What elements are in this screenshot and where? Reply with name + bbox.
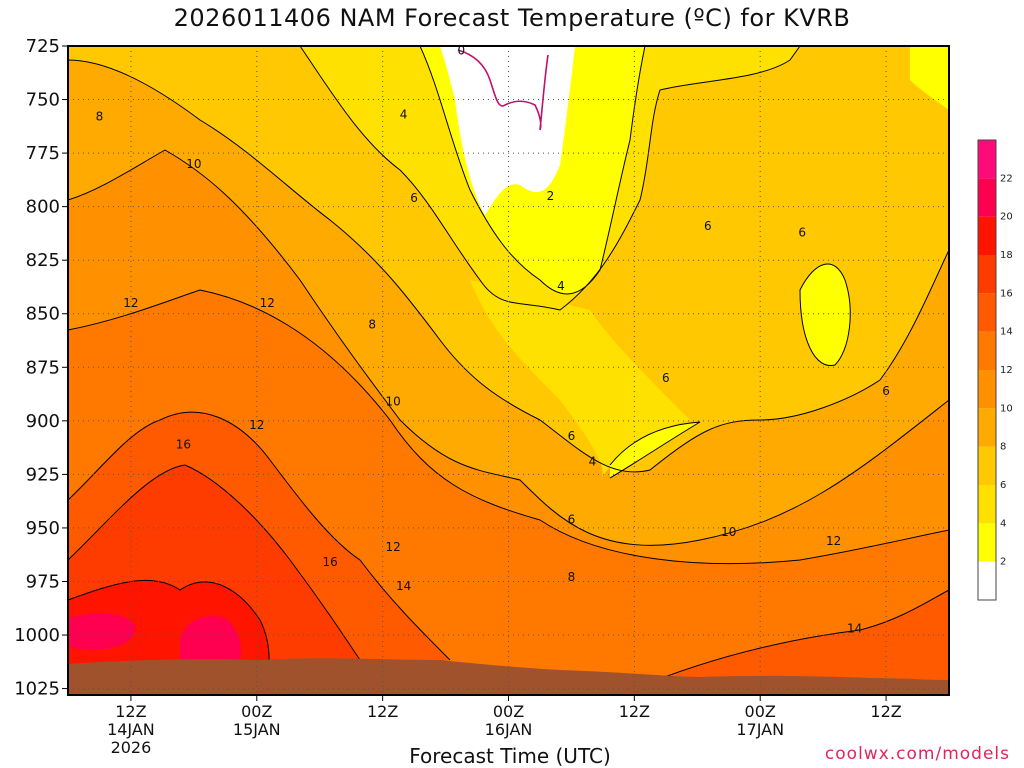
contour-label: 6 — [568, 429, 576, 443]
contour-label: 6 — [798, 225, 806, 239]
contour-label: 16 — [176, 437, 191, 451]
colorbar-swatch — [978, 140, 996, 179]
colorbar-tick-label: 22 — [1000, 173, 1013, 184]
contour-label: 10 — [186, 157, 201, 171]
contour-label: 4 — [400, 108, 408, 122]
contour-label: 12 — [385, 540, 400, 554]
y-tick-label: 800 — [26, 197, 60, 218]
zero-contour — [457, 49, 549, 131]
contour-label: 14 — [396, 579, 411, 593]
y-tick-label: 775 — [26, 143, 60, 164]
contour-label: 4 — [557, 279, 565, 293]
x-tick-label: 14JAN — [107, 720, 155, 739]
temperature-field — [68, 46, 949, 695]
x-tick-label: 16JAN — [485, 720, 533, 739]
colorbar-swatch — [978, 331, 996, 370]
y-tick-label: 950 — [26, 518, 60, 539]
x-tick-label: 2026 — [111, 738, 152, 757]
site-credit: coolwx.com/models — [824, 744, 1010, 764]
contour-label: 6 — [568, 512, 576, 526]
colorbar-swatch — [978, 485, 996, 524]
colorbar-swatch — [978, 255, 996, 294]
colorbar-tick-label: 10 — [1000, 403, 1013, 414]
band-20-22-b — [180, 616, 242, 665]
colorbar-tick-label: 2 — [1000, 557, 1006, 568]
y-tick-label: 1000 — [14, 625, 60, 646]
x-tick-label: 17JAN — [736, 720, 784, 739]
contour-label: 12 — [123, 296, 138, 310]
x-tick-label: 00Z — [745, 702, 776, 721]
contour-label: 6 — [662, 371, 670, 385]
band-4-6-b — [470, 280, 690, 480]
colorbar-tick-label: 4 — [1000, 518, 1006, 529]
contour-label: 10 — [385, 395, 400, 409]
contour-label: 12 — [249, 418, 264, 432]
colorbar-tick-label: 14 — [1000, 327, 1013, 338]
colorbar-swatch — [978, 446, 996, 485]
contour-lines — [68, 46, 949, 695]
contour-label: 0 — [457, 43, 465, 57]
chart-title: 2026011406 NAM Forecast Temperature (ºC)… — [173, 4, 851, 32]
y-tick-label: 925 — [26, 464, 60, 485]
gridlines — [68, 46, 949, 695]
x-axis-label: Forecast Time (UTC) — [409, 744, 611, 768]
colorbar-frame — [977, 139, 997, 601]
contour-label: 6 — [882, 384, 890, 398]
contour-label: 8 — [96, 110, 104, 124]
colorbar-swatch — [978, 370, 996, 409]
band-2-4-c — [800, 263, 851, 366]
x-tick-label: 15JAN — [233, 720, 281, 739]
x-tick-label: 12Z — [367, 702, 398, 721]
colorbar-swatch — [978, 293, 996, 332]
contour-label: 16 — [323, 555, 338, 569]
y-tick-label: 725 — [26, 36, 60, 57]
x-tick-label: 00Z — [241, 702, 272, 721]
y-tick-label: 850 — [26, 304, 60, 325]
contour-label: 12 — [826, 534, 841, 548]
contour-label: 10 — [721, 525, 736, 539]
colorbar-swatch — [978, 561, 996, 600]
colorbar-tick-label: 6 — [1000, 480, 1006, 491]
colorbar-tick-label: 16 — [1000, 288, 1013, 299]
contour-label: 14 — [847, 622, 862, 636]
x-tick-label: 12Z — [115, 702, 146, 721]
colorbar-tick-label: 12 — [1000, 365, 1013, 376]
colorbar-swatch — [978, 523, 996, 562]
x-tick-label: 12Z — [870, 702, 901, 721]
colorbar-tick-label: 18 — [1000, 250, 1013, 261]
contour-label: 6 — [410, 191, 418, 205]
contour-label: 12 — [260, 296, 275, 310]
colorbar-swatch — [978, 408, 996, 447]
colorbar-swatch — [978, 178, 996, 217]
contour-label: 8 — [568, 570, 576, 584]
y-tick-label: 875 — [26, 357, 60, 378]
y-tick-label: 900 — [26, 411, 60, 432]
contour-label: 6 — [704, 219, 712, 233]
y-tick-label: 975 — [26, 571, 60, 592]
x-tick-label: 12Z — [619, 702, 650, 721]
band-0-2 — [440, 46, 575, 215]
colorbar-tick-label: 8 — [1000, 442, 1006, 453]
x-tick-label: 00Z — [493, 702, 524, 721]
band-20-22 — [68, 613, 136, 650]
contour-label: 2 — [547, 189, 555, 203]
y-tick-label: 825 — [26, 250, 60, 271]
y-axis: 725 750 775 800 825 850 875 900 925 950 975 1000 102… — [14, 36, 68, 700]
colorbar-tick-label: 20 — [1000, 212, 1013, 223]
y-tick-label: 1025 — [14, 679, 60, 700]
colorbar: 2 4 6 8 10 12 14 16 18 20 22 — [977, 139, 1013, 601]
colorbar-swatch — [978, 216, 996, 255]
contour-label: 4 — [589, 455, 597, 469]
band-2-4-d — [910, 46, 949, 110]
contour-label: 8 — [368, 317, 376, 331]
band-14-16-b — [620, 590, 949, 695]
y-tick-label: 750 — [26, 90, 60, 111]
